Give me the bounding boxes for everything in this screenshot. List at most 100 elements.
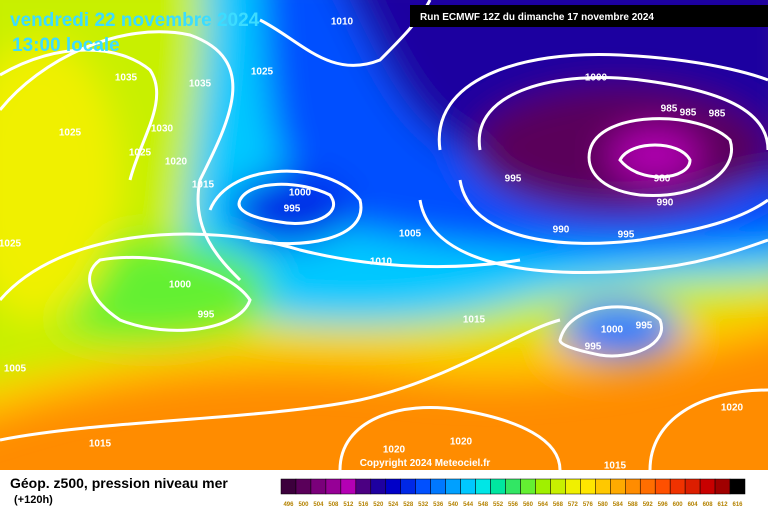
isobar-label: 1020 xyxy=(165,157,188,168)
isobar-label: 985 xyxy=(680,108,697,119)
isobar-label: 995 xyxy=(198,310,215,321)
colorbar-label: 600 xyxy=(673,502,684,508)
colorbar-swatch xyxy=(460,478,476,495)
isobar-label: 985 xyxy=(709,109,726,120)
date: vendredi 22 novembre 2024 xyxy=(10,10,260,31)
isobar-label: 1020 xyxy=(450,437,473,448)
colorbar-swatch xyxy=(535,478,551,495)
colorbar-swatch xyxy=(699,478,716,495)
isobar-labels: 1010 1035 1035 1025 1025 1030 1025 1020 1015 1000… xyxy=(0,17,744,472)
colorbar-swatch xyxy=(669,478,686,495)
colorbar-label: 592 xyxy=(643,502,654,508)
colorbar-swatch xyxy=(610,478,626,495)
run: Run ECMWF 12Z du dimanche 17 novembre 20… xyxy=(420,12,654,23)
isobar-label: 1000 xyxy=(289,188,312,199)
colorbar-swatch xyxy=(355,478,372,495)
footer-title: Géop. z500, pression niveau mer xyxy=(10,475,228,491)
colorbar-swatch xyxy=(684,478,701,495)
isobar-label: 1000 xyxy=(169,280,192,291)
isobar-label: 1015 xyxy=(192,180,215,191)
colorbar-label: 544 xyxy=(463,502,474,508)
isobar-label: 990 xyxy=(553,225,570,236)
isobar-label: 1025 xyxy=(129,148,152,159)
isobar-label: 1015 xyxy=(463,315,486,326)
isobar-label: 995 xyxy=(505,174,522,185)
colorbar-label: 588 xyxy=(628,502,639,508)
colorbar-label: 556 xyxy=(508,502,519,508)
isobar-label: 1025 xyxy=(0,239,22,250)
isobar-label: 1025 xyxy=(59,128,82,139)
colorbar-label: 516 xyxy=(358,502,369,508)
colorbar-label: 564 xyxy=(538,502,549,508)
isobar-label: 1010 xyxy=(370,257,393,268)
colorbar-label: 568 xyxy=(553,502,564,508)
colorbar-label: 596 xyxy=(658,502,669,508)
isobar-label: 995 xyxy=(585,342,602,353)
isobar-label: 995 xyxy=(618,230,635,241)
isobars xyxy=(0,0,768,471)
colorbar-label: 540 xyxy=(448,502,459,508)
isobar-label: 1015 xyxy=(89,439,112,450)
colorbar-swatch xyxy=(325,478,342,495)
isobar-label: 1000 xyxy=(601,325,624,336)
isobar-label: 1035 xyxy=(115,73,138,84)
colorbar-label: 616 xyxy=(733,502,744,508)
colorbar-swatch xyxy=(639,478,656,495)
colorbar-swatch xyxy=(415,478,431,495)
colorbar-swatch xyxy=(654,478,671,495)
isobar-label: 1015 xyxy=(604,461,627,472)
isobar-label: 980 xyxy=(654,174,671,185)
colorbar-swatch xyxy=(310,478,327,495)
colorbar-swatch xyxy=(565,478,581,495)
colorbar-label: 504 xyxy=(313,502,324,508)
colorbar-label: 508 xyxy=(328,502,339,508)
colorbar-swatch xyxy=(520,478,536,495)
colorbar-label: 528 xyxy=(403,502,414,508)
isobar-label: 1025 xyxy=(251,67,274,78)
colorbar-label: 560 xyxy=(523,502,534,508)
isobar-label: 995 xyxy=(636,321,653,332)
colorbar-swatch xyxy=(340,478,357,495)
colorbar-swatch xyxy=(490,478,506,495)
colorbar-label: 572 xyxy=(568,502,579,508)
colorbar-swatch xyxy=(729,478,746,495)
colorbar-label: 552 xyxy=(493,502,504,508)
colorbar-label: 576 xyxy=(583,502,594,508)
colorbar-swatch xyxy=(714,478,731,495)
colorbar-label: 584 xyxy=(613,502,624,508)
isobar-label: 1005 xyxy=(4,364,27,375)
colorbar-swatch xyxy=(430,478,446,495)
colorbar-label: 608 xyxy=(703,502,714,508)
colorbar-swatch xyxy=(385,478,401,495)
colorbar-label: 580 xyxy=(598,502,609,508)
colorbar-swatch xyxy=(580,478,596,495)
colorbar-swatch xyxy=(475,478,491,495)
colorbar-label: 532 xyxy=(418,502,429,508)
isobar-label: 1035 xyxy=(189,79,212,90)
colorbar: 496 500 504 508 512 516 520 524 528 532 536 540 544 5… xyxy=(280,478,746,508)
colorbar-swatch xyxy=(400,478,416,495)
colorbar-swatch xyxy=(625,478,641,495)
colorbar-label: 520 xyxy=(373,502,384,508)
isobar-label: 1030 xyxy=(151,124,174,135)
time: 13:00 locale xyxy=(12,35,120,56)
colorbar-label: 612 xyxy=(718,502,729,508)
colorbar-swatch xyxy=(505,478,521,495)
footer-lead: (+120h) xyxy=(14,494,53,506)
colorbar-label: 524 xyxy=(388,502,399,508)
isobar-label: 1020 xyxy=(383,445,406,456)
copyright: Copyright 2024 Meteociel.fr xyxy=(360,458,491,469)
colorbar-label: 496 xyxy=(283,502,294,508)
isobar-label: 1000 xyxy=(585,73,608,84)
isobar-label: 1005 xyxy=(399,229,422,240)
colorbar-swatch xyxy=(445,478,461,495)
isobar-label: 985 xyxy=(661,104,678,115)
colorbar-label: 500 xyxy=(298,502,309,508)
colorbar-swatch xyxy=(370,478,387,495)
run-box xyxy=(410,5,768,27)
colorbar-label: 548 xyxy=(478,502,489,508)
colorbar-label: 604 xyxy=(688,502,699,508)
field xyxy=(0,0,768,470)
colorbar-label: 536 xyxy=(433,502,444,508)
